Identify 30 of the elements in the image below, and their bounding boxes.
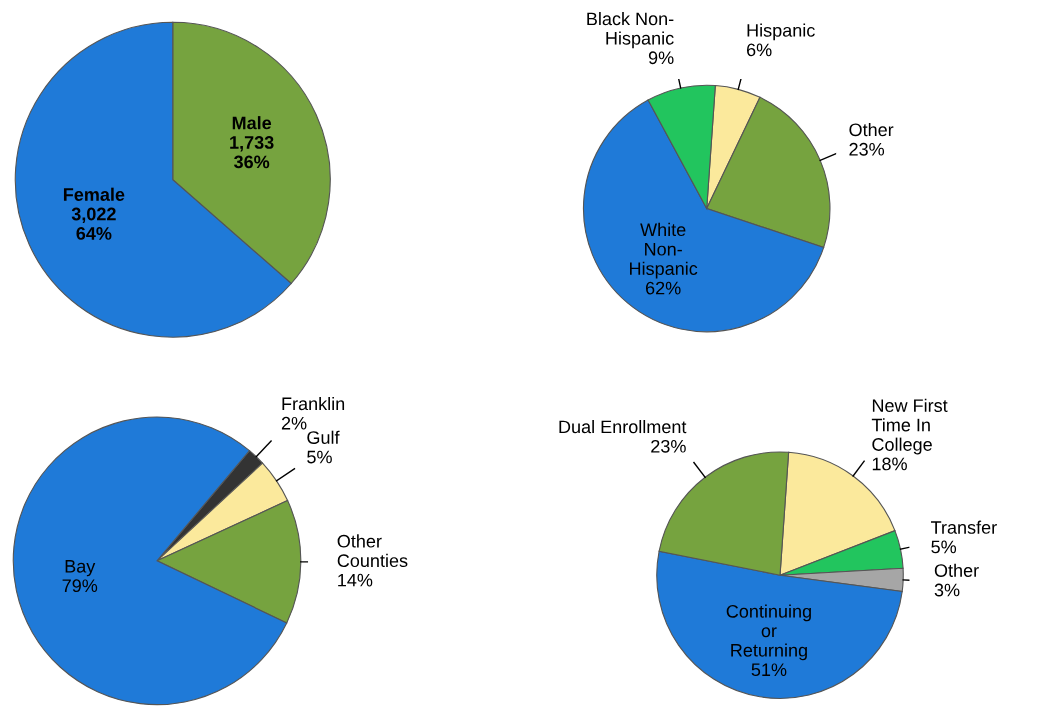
- slice-label: Dual Enrollment: [559, 419, 687, 434]
- data-label: 23%: [849, 142, 885, 156]
- slice-label: Franklin: [282, 396, 345, 411]
- data-label: 14%: [338, 573, 373, 587]
- slice-label: Hispanic: [747, 23, 815, 41]
- data-label: 18%: [872, 457, 907, 471]
- slice-label: Black Non- Hispanic: [587, 11, 674, 49]
- data-label: 5%: [931, 540, 957, 554]
- data-label: 2%: [281, 416, 307, 430]
- slice-label: White Non- Hispanic: [630, 222, 698, 279]
- slice-label: Bay: [65, 560, 96, 577]
- data-label: 5%: [307, 450, 332, 464]
- slice-label: Transfer: [931, 520, 997, 534]
- data-label: 51%: [751, 663, 787, 677]
- data-label: 6%: [747, 43, 772, 57]
- slice-label: Other: [934, 563, 979, 577]
- slice-label: New First Time In College: [871, 398, 948, 455]
- data-label: 62%: [646, 281, 681, 295]
- slice-label: Continuing or Returning: [726, 604, 811, 661]
- slice-label: Other: [849, 122, 894, 137]
- slice-label: Female: [63, 187, 125, 201]
- slice-label: Other Counties: [337, 534, 408, 568]
- data-label: 23%: [651, 439, 686, 453]
- slice-label: Gulf: [307, 430, 340, 444]
- data-label: 3,022 64%: [71, 207, 116, 240]
- data-label: 1,733 36%: [230, 136, 274, 169]
- data-label: 9%: [648, 51, 674, 65]
- data-label: 79%: [62, 579, 98, 593]
- slice-label: Male: [232, 116, 272, 130]
- data-label: 3%: [934, 583, 960, 597]
